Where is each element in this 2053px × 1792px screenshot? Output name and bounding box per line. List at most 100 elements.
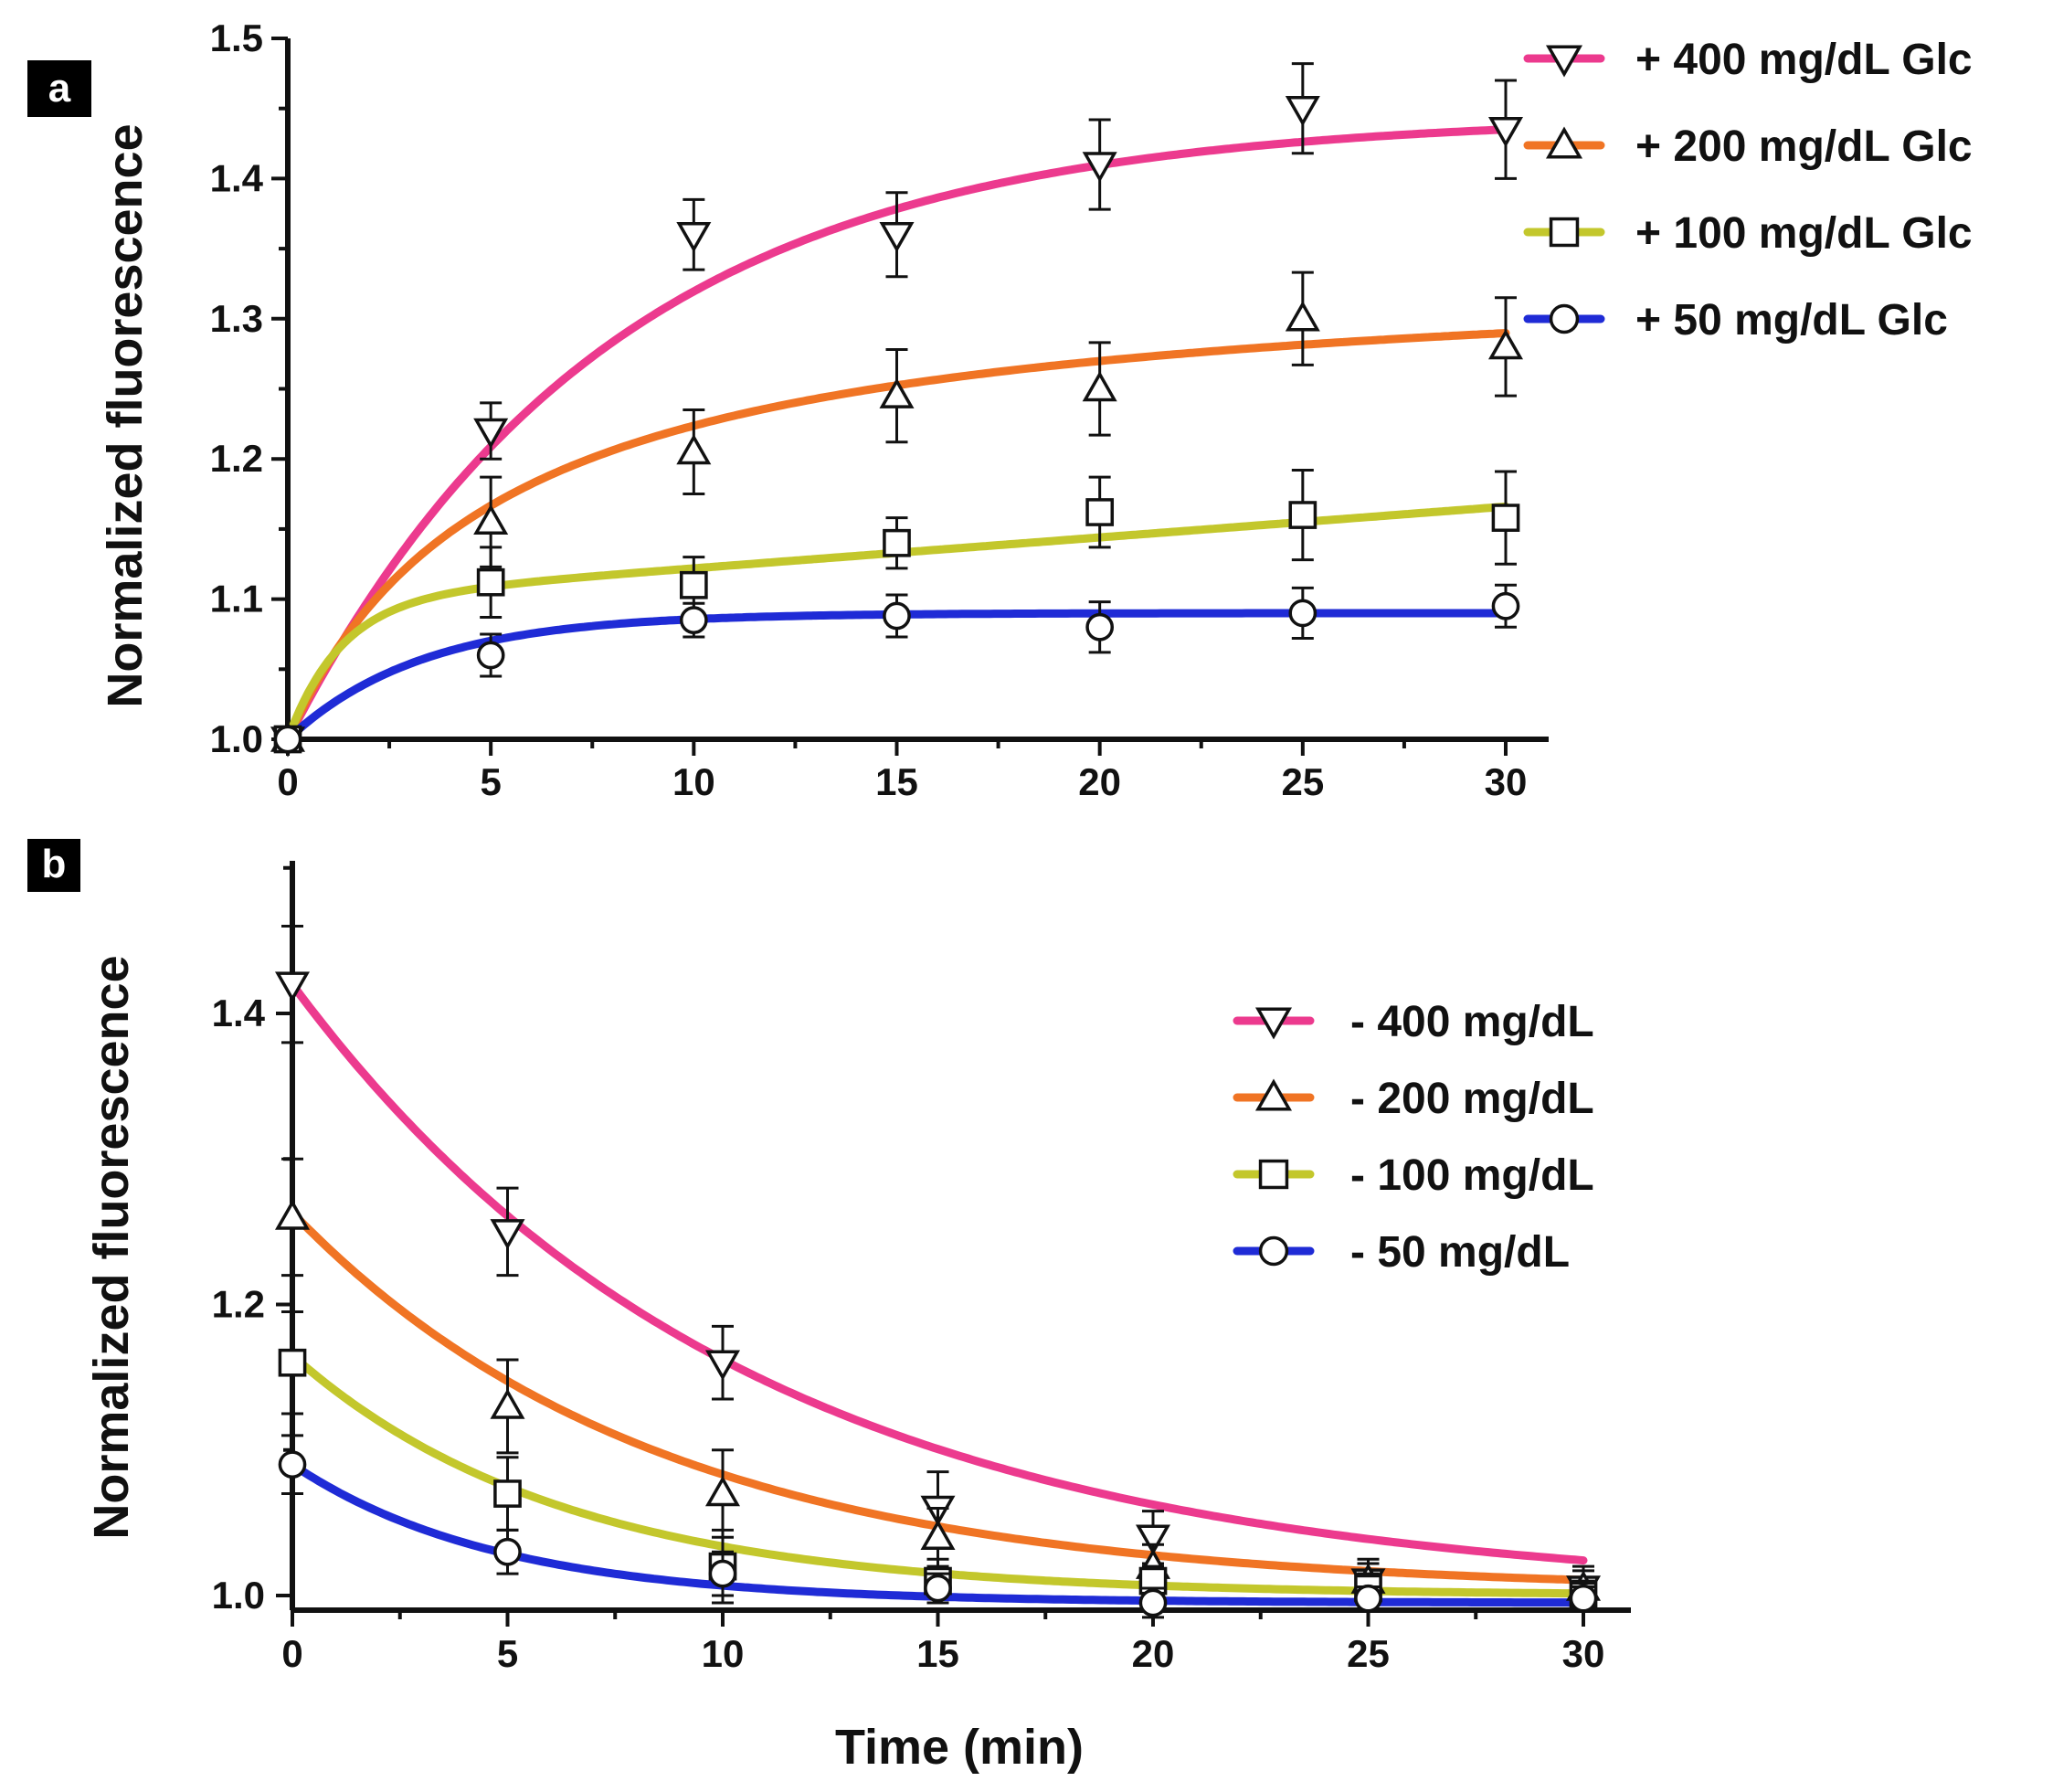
data-point	[704, 1350, 741, 1381]
data-point	[883, 528, 911, 557]
data-point	[676, 222, 712, 253]
panel-label: b	[42, 842, 67, 886]
y-tick-label: 1.4	[210, 156, 264, 199]
y-tick-label: 1.5	[210, 16, 263, 59]
data-point	[1354, 1584, 1382, 1613]
data-point	[473, 504, 509, 535]
legend-marker	[1549, 217, 1580, 248]
y-tick-label: 1.0	[212, 1574, 265, 1617]
y-tick-label: 1.0	[210, 717, 263, 760]
data-point	[879, 377, 915, 408]
legend-label: - 200 mg/dL	[1350, 1075, 1594, 1123]
legend-label: - 50 mg/dL	[1350, 1228, 1570, 1277]
data-point	[490, 1388, 525, 1419]
panel-label-box	[27, 839, 80, 892]
data-point	[676, 434, 712, 465]
x-tick-label: 10	[672, 760, 715, 803]
legend-label: + 200 mg/dL Glc	[1635, 122, 1973, 171]
data-point	[679, 570, 708, 599]
y-axis-title: Normalized fluorescence	[98, 123, 153, 707]
y-tick-label: 1.4	[212, 991, 266, 1034]
legend-item: + 400 mg/dL Glc	[1523, 36, 1973, 84]
data-point	[1487, 116, 1524, 148]
legend-item: - 400 mg/dL	[1233, 998, 1594, 1046]
x-tick-label: 20	[1078, 760, 1121, 803]
data-point	[1288, 501, 1318, 529]
y-axis-title: Normalized fluorescence	[84, 955, 139, 1539]
data-point	[274, 971, 311, 1002]
data-point	[493, 1479, 522, 1508]
data-point	[274, 1199, 311, 1230]
legend-marker	[1258, 1235, 1289, 1267]
x-tick-label: 30	[1562, 1632, 1605, 1675]
data-point	[924, 1574, 952, 1603]
panel-label-box	[27, 60, 91, 117]
legend: + 400 mg/dL Glc + 200 mg/dL Glc + 100 mg/d…	[1523, 36, 1973, 345]
data-point	[1285, 95, 1320, 127]
x-tick-label: 15	[875, 760, 918, 803]
data-point	[1082, 152, 1117, 183]
y-tick-label: 1.2	[210, 437, 263, 480]
data-point	[278, 1450, 307, 1479]
data-point	[704, 1475, 741, 1507]
x-tick-label: 25	[1281, 760, 1324, 803]
data-point	[1082, 370, 1117, 402]
legend-label: + 50 mg/dL Glc	[1635, 296, 1948, 345]
x-tick-label: 15	[916, 1632, 959, 1675]
legend-marker	[1254, 1078, 1293, 1111]
y-tick-label: 1.1	[210, 578, 263, 620]
data-point	[708, 1559, 737, 1588]
data-point	[883, 601, 911, 631]
data-point	[493, 1537, 522, 1566]
x-tick-label: 25	[1347, 1632, 1390, 1675]
data-point	[1085, 498, 1115, 526]
x-tick-label: 0	[281, 1632, 302, 1675]
data-point	[278, 1348, 307, 1377]
legend-label: - 100 mg/dL	[1350, 1151, 1594, 1200]
legend-marker	[1258, 1159, 1289, 1190]
legend-marker	[1545, 126, 1583, 159]
legend-item: + 50 mg/dL Glc	[1523, 296, 1948, 345]
x-tick-label: 30	[1485, 760, 1528, 803]
legend-item: + 100 mg/dL Glc	[1523, 209, 1973, 258]
x-tick-label: 20	[1132, 1632, 1175, 1675]
legend-label: - 400 mg/dL	[1350, 998, 1594, 1046]
legend-label: + 100 mg/dL Glc	[1635, 209, 1973, 258]
legend: - 400 mg/dL - 200 mg/dL - 100 mg/dL - 50 mg…	[1233, 998, 1594, 1277]
y-tick-label: 1.3	[210, 297, 263, 340]
data-point	[1285, 301, 1320, 332]
legend-label: + 400 mg/dL Glc	[1635, 36, 1973, 84]
data-point	[1487, 328, 1524, 360]
data-point	[490, 1219, 525, 1250]
data-point	[1085, 612, 1115, 642]
data-point	[476, 567, 505, 597]
legend-marker	[1545, 45, 1583, 78]
x-tick-label: 5	[497, 1632, 518, 1675]
data-point	[920, 1519, 956, 1551]
legend-marker	[1549, 303, 1580, 334]
panel-label: a	[48, 66, 71, 111]
y-tick-label: 1.2	[212, 1283, 265, 1326]
panel-b: b Normalized fluorescence Time (min) 0 5 1…	[27, 839, 1631, 1775]
x-tick-label: 0	[277, 760, 298, 803]
data-point	[1135, 1524, 1171, 1555]
x-tick-label: 5	[480, 760, 501, 803]
data-point	[1138, 1588, 1168, 1617]
plot-area: 0 5 10 15 20 25 30 1.0 1.1 1.2 1.3 1.4 1.5 + 400 mg/d…	[210, 16, 1973, 803]
data-point	[1288, 599, 1318, 628]
x-axis-title: Time (min)	[835, 1720, 1084, 1775]
data-point	[1569, 1584, 1598, 1613]
legend-item: - 50 mg/dL	[1233, 1228, 1570, 1277]
data-point	[473, 418, 509, 450]
legend-item: - 100 mg/dL	[1233, 1151, 1594, 1200]
legend-item: + 200 mg/dL Glc	[1523, 122, 1973, 171]
legend-marker	[1254, 1007, 1293, 1040]
data-point	[476, 641, 505, 670]
data-point	[273, 725, 302, 754]
x-tick-label: 10	[702, 1632, 745, 1675]
data-point	[1491, 504, 1520, 532]
data-point	[879, 222, 915, 253]
panel-a: a Normalized fluorescence 0 5 10 15 20 25 30 1.…	[27, 16, 1973, 803]
data-point	[1491, 591, 1520, 620]
data-point	[679, 606, 708, 634]
